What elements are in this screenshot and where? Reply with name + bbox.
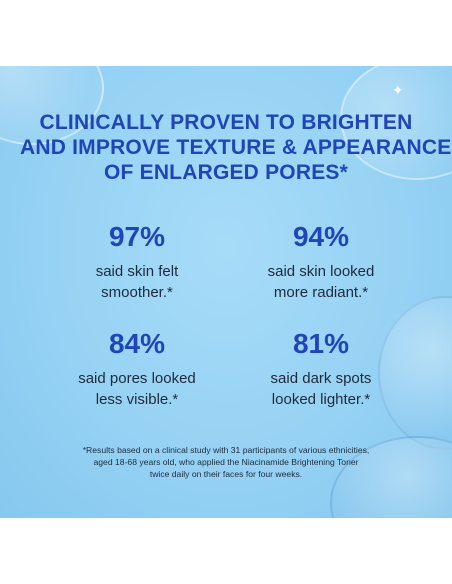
promo-panel: ✦ CLINICALLY PROVEN TO BRIGHTEN AND IMPR…: [0, 66, 452, 518]
stat-radiant: 94% said skin looked more radiant.*: [226, 221, 416, 303]
stat-description-line: more radiant.*: [273, 284, 369, 301]
stat-description: said pores looked less visible.*: [42, 368, 232, 410]
stat-percentage: 84%: [108, 328, 166, 359]
stat-description-line: said skin looked: [267, 263, 375, 280]
stat-description-line: said pores looked: [78, 370, 196, 387]
stat-pores: 84% said pores looked less visible.*: [42, 328, 232, 410]
footnote-line: twice daily on their faces for four week…: [149, 469, 303, 479]
headline-line: OF ENLARGED PORES*: [104, 161, 348, 184]
stat-description: said dark spots looked lighter.*: [226, 368, 416, 410]
stat-description: said skin looked more radiant.*: [226, 261, 416, 303]
stat-description-line: less visible.*: [95, 391, 179, 408]
stat-percentage: 97%: [108, 221, 166, 252]
headline-line: AND IMPROVE TEXTURE & APPEARANCE: [20, 136, 452, 159]
stat-description-line: looked lighter.*: [271, 391, 371, 408]
footnote-line: *Results based on a clinical study with …: [82, 445, 370, 455]
sparkle-icon: ✦: [392, 82, 404, 98]
stat-description-line: said skin felt: [95, 263, 179, 280]
headline-line: CLINICALLY PROVEN TO BRIGHTEN: [39, 111, 413, 134]
stat-description-line: smoother.*: [101, 284, 173, 301]
stat-description-line: said dark spots: [270, 370, 372, 387]
stat-dark-spots: 81% said dark spots looked lighter.*: [226, 328, 416, 410]
disclaimer-footnote: *Results based on a clinical study with …: [10, 444, 442, 480]
stat-smoother: 97% said skin felt smoother.*: [42, 221, 232, 303]
footnote-line: aged 18-68 years old, who applied the Ni…: [93, 457, 359, 467]
stat-description: said skin felt smoother.*: [42, 261, 232, 303]
headline: CLINICALLY PROVEN TO BRIGHTEN AND IMPROV…: [20, 110, 452, 185]
stat-percentage: 94%: [292, 221, 350, 252]
stat-percentage: 81%: [292, 328, 350, 359]
